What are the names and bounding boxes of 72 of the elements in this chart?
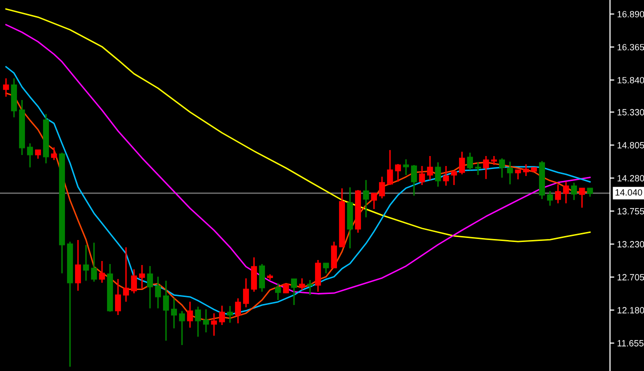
candlestick [83, 244, 89, 282]
y-tick-label: 12.180 [618, 307, 644, 314]
candlestick [363, 179, 369, 218]
y-tick-label: 12.705 [618, 274, 644, 280]
candlestick [435, 162, 441, 188]
candlestick [259, 263, 265, 292]
candlestick [235, 298, 241, 324]
candlestick [403, 158, 409, 176]
candlestick [507, 160, 513, 185]
candlestick [395, 163, 401, 182]
candlestick [27, 142, 33, 168]
y-tick-label: 16.365 [618, 44, 644, 50]
candlestick [387, 149, 393, 186]
candlestick [99, 260, 105, 284]
candlestick [483, 155, 489, 180]
y-tick-label: 13.230 [618, 241, 644, 248]
candlestick [563, 181, 569, 204]
candlestick [147, 265, 153, 310]
candlestick [195, 306, 201, 338]
candlestick [75, 239, 81, 292]
candlestick [411, 164, 417, 196]
candlestick [51, 146, 57, 161]
candlestick [323, 262, 329, 274]
candlestick [91, 242, 97, 282]
candlestick [243, 278, 249, 308]
candlestick [115, 278, 121, 316]
candlestick [155, 276, 161, 310]
candlestick [171, 298, 177, 330]
candlestick [443, 165, 449, 186]
candlestick [307, 279, 313, 296]
candlestick [499, 158, 505, 178]
candlestick [515, 169, 521, 180]
candlestick [315, 259, 321, 292]
y-tick-label: 16.890 [618, 10, 644, 18]
line-series [5, 8, 591, 242]
candlestick [547, 190, 553, 206]
candlestick [203, 308, 209, 334]
candlestick [451, 170, 457, 186]
candlestick [163, 280, 169, 342]
candlestick [131, 268, 137, 294]
y-tick-label: 14.280 [618, 175, 644, 182]
candlestick [179, 310, 185, 346]
candlestick [299, 278, 305, 291]
y-tick-label: 14.805 [618, 142, 644, 148]
candlestick [555, 184, 561, 204]
candlestick [571, 182, 577, 201]
candlestick [275, 282, 281, 301]
candlestick [467, 152, 473, 171]
y-tick-label: 11.655 [618, 340, 644, 346]
candlestick [371, 192, 377, 210]
candlestick [427, 155, 433, 181]
candlestick [227, 305, 233, 324]
candlestick [475, 162, 481, 176]
y-tick-label: 15.330 [618, 109, 644, 116]
candlestick [251, 256, 257, 292]
y-tick-label: 15.840 [618, 76, 644, 84]
line-series [5, 24, 591, 294]
candlestick [523, 164, 529, 177]
candlestick [211, 312, 217, 336]
candlestick [331, 241, 337, 269]
candlestick [219, 304, 225, 326]
candlestick [291, 278, 297, 306]
candlestick [139, 264, 145, 290]
candlestick [3, 78, 9, 98]
candlestick [123, 246, 129, 302]
ref-line-label: 14.040 [616, 189, 642, 196]
candlestick [459, 151, 465, 176]
candlestick [379, 176, 385, 200]
y-tick-label: 13.755 [618, 208, 644, 214]
candlestick [187, 301, 193, 328]
candlestick [579, 188, 585, 208]
candlestick [419, 165, 425, 186]
